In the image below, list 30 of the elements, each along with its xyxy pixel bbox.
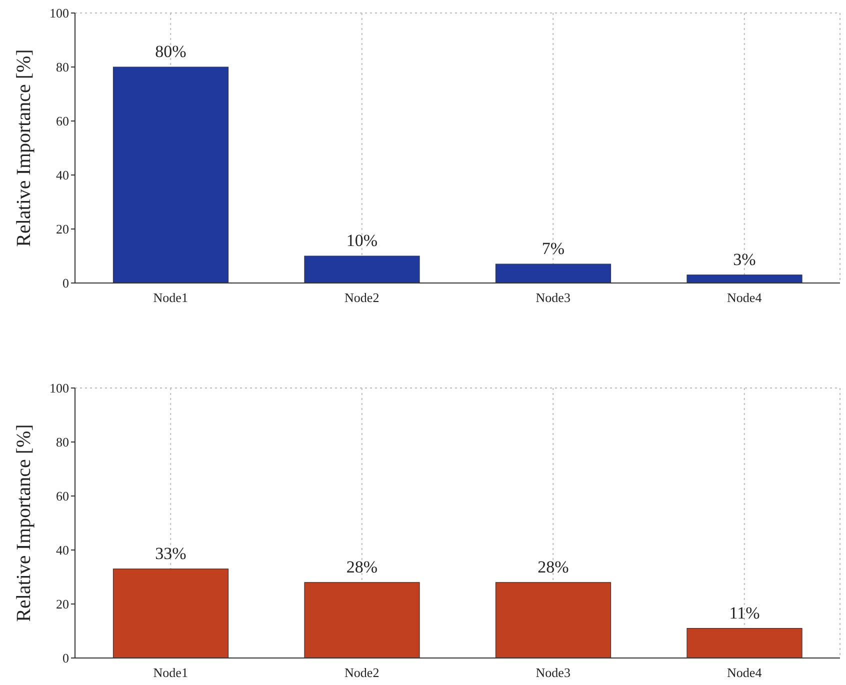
y-tick-label: 80 [56,434,69,450]
y-tick-label: 40 [56,168,69,183]
x-tick-label: Node2 [344,665,380,680]
y-tick-label: 0 [62,650,69,666]
x-tick-label: Node1 [153,665,188,680]
data-label: 7% [542,239,565,258]
x-tick-label: Node3 [536,665,570,680]
data-label: 10% [346,231,378,250]
y-tick-label: 60 [56,488,69,504]
y-tick-label: 60 [56,114,69,129]
data-label: 3% [733,250,756,269]
data-label: 28% [538,557,569,576]
y-tick-label: 100 [50,380,69,396]
x-tick-label: Node4 [727,665,762,680]
y-tick-label: 100 [50,6,69,21]
y-axis-title: Relative Importance [%] [13,424,36,622]
x-tick-label: Node3 [536,290,570,306]
y-tick-label: 20 [56,222,69,237]
x-tick-label: Node2 [344,290,380,306]
y-tick-label: 0 [62,276,69,291]
y-tick-label: 80 [56,60,69,75]
x-tick-label: Node1 [153,290,188,306]
data-label: 33% [155,544,186,563]
data-label: 28% [346,557,378,576]
y-axis-title: Relative Importance [%] [13,49,36,247]
x-tick-label: Node4 [727,290,762,306]
y-tick-label: 40 [56,542,69,558]
y-tick-label: 20 [56,596,69,612]
data-label: 11% [729,603,760,622]
data-label: 80% [155,42,186,61]
